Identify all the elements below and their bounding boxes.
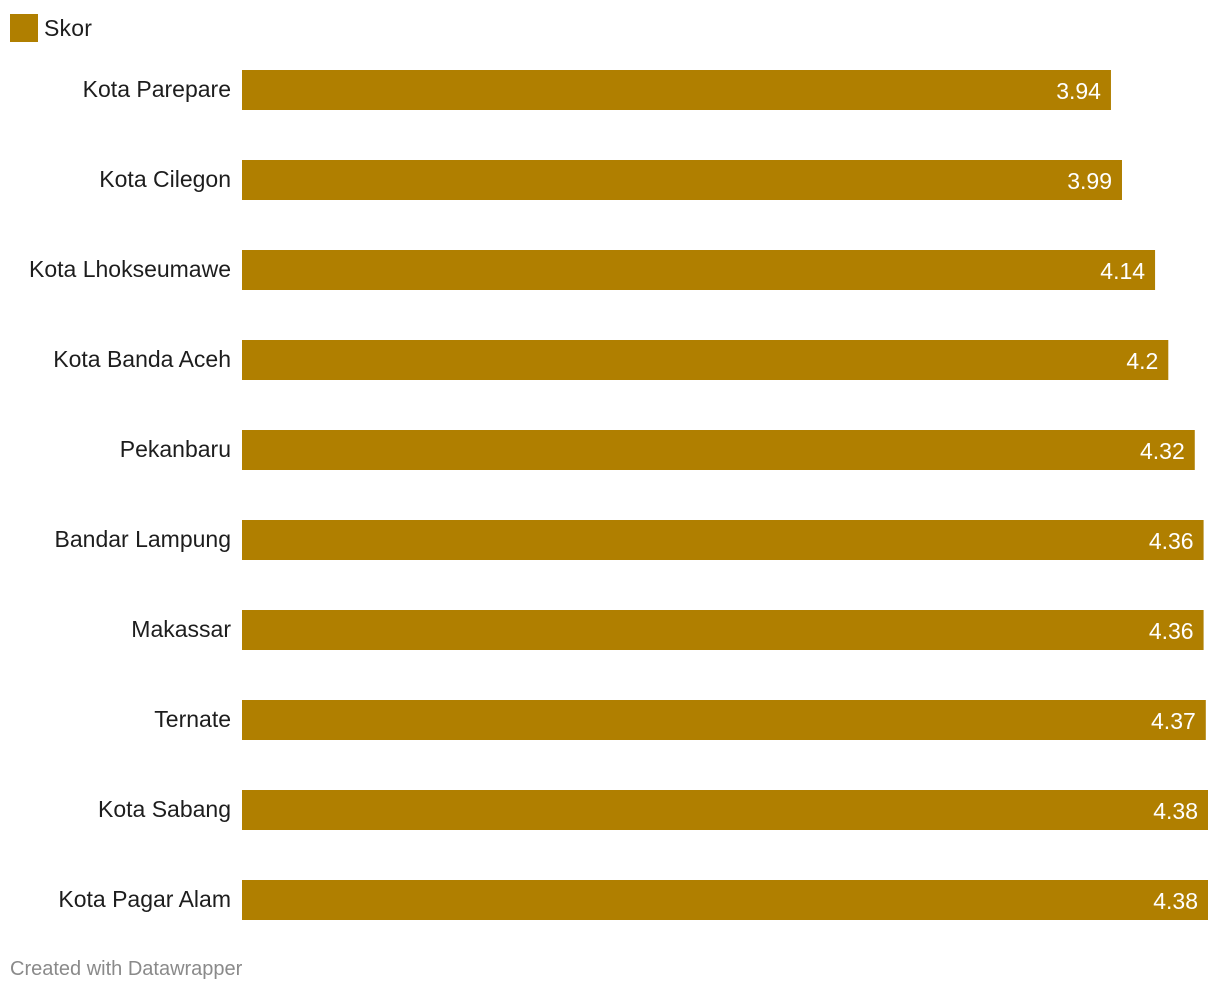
- category-label: Kota Cilegon: [99, 166, 231, 192]
- bar[interactable]: [242, 160, 1122, 200]
- category-label: Makassar: [131, 616, 231, 642]
- bar-value-label: 4.38: [1153, 798, 1198, 824]
- bar-value-label: 4.2: [1126, 348, 1158, 374]
- legend-label: Skor: [44, 14, 93, 41]
- bar[interactable]: [242, 520, 1204, 560]
- bar-value-label: 4.36: [1149, 618, 1194, 644]
- bar[interactable]: [242, 430, 1195, 470]
- bar-chart: Kota Parepare 3.94 Kota Cilegon 3.99 Kota Lh…: [29, 70, 1208, 920]
- bar-value-label: 4.36: [1149, 528, 1194, 554]
- bar[interactable]: [242, 250, 1156, 290]
- legend-swatch: [10, 14, 38, 42]
- bar[interactable]: [242, 700, 1206, 740]
- category-label: Kota Lhokseumawe: [29, 256, 231, 282]
- bar-value-label: 4.32: [1140, 438, 1185, 464]
- category-label: Bandar Lampung: [55, 526, 231, 552]
- category-label: Kota Sabang: [98, 796, 231, 822]
- bar-value-label: 4.38: [1153, 888, 1198, 914]
- bar[interactable]: [242, 70, 1111, 110]
- datawrapper-credit[interactable]: Created with Datawrapper: [10, 958, 243, 980]
- category-label: Pekanbaru: [120, 436, 231, 462]
- bar-value-label: 4.14: [1100, 258, 1145, 284]
- category-label: Ternate: [154, 706, 231, 732]
- bar[interactable]: [242, 790, 1208, 830]
- bar-value-label: 4.37: [1151, 708, 1196, 734]
- category-label: Kota Parepare: [83, 76, 231, 102]
- category-label: Kota Pagar Alam: [58, 886, 231, 912]
- category-label: Kota Banda Aceh: [53, 346, 231, 372]
- bar-value-label: 3.94: [1056, 78, 1101, 104]
- legend: Skor: [10, 14, 92, 42]
- bar[interactable]: [242, 880, 1208, 920]
- bar-value-label: 3.99: [1067, 168, 1112, 194]
- bar[interactable]: [242, 340, 1169, 380]
- bar[interactable]: [242, 610, 1204, 650]
